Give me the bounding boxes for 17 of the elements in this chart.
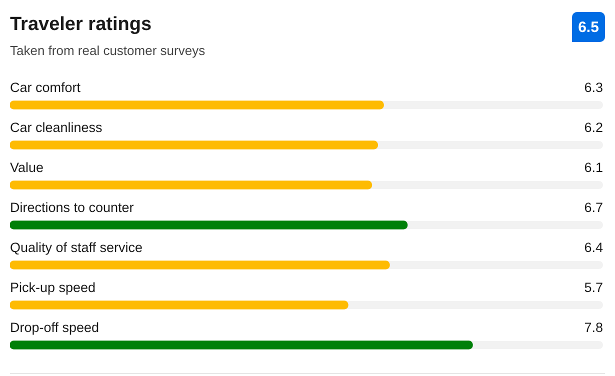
text: 6.5 — [572, 12, 605, 42]
y-tick-label: Car cleanliness — [10, 120, 103, 135]
data-label: 6.3 — [584, 80, 603, 95]
y-tick-label: Value — [10, 160, 44, 175]
data-label: 7.8 — [584, 320, 603, 335]
data-label: 6.4 — [584, 240, 604, 255]
chart-subtitle: Taken from real customer surveys — [10, 43, 206, 58]
chart-title: Traveler ratings — [10, 14, 152, 36]
data-label: 5.7 — [584, 280, 603, 295]
y-tick-label: Car comfort — [10, 80, 81, 95]
data-label: 6.1 — [584, 160, 603, 175]
y-tick-label: Drop-off speed — [10, 320, 100, 335]
data-label: 6.7 — [584, 200, 603, 215]
y-tick-label: Directions to counter — [10, 200, 134, 215]
data-label: 6.2 — [584, 120, 603, 135]
y-tick-label: Quality of staff service — [10, 240, 143, 255]
y-tick-label: Pick-up speed — [10, 280, 96, 295]
